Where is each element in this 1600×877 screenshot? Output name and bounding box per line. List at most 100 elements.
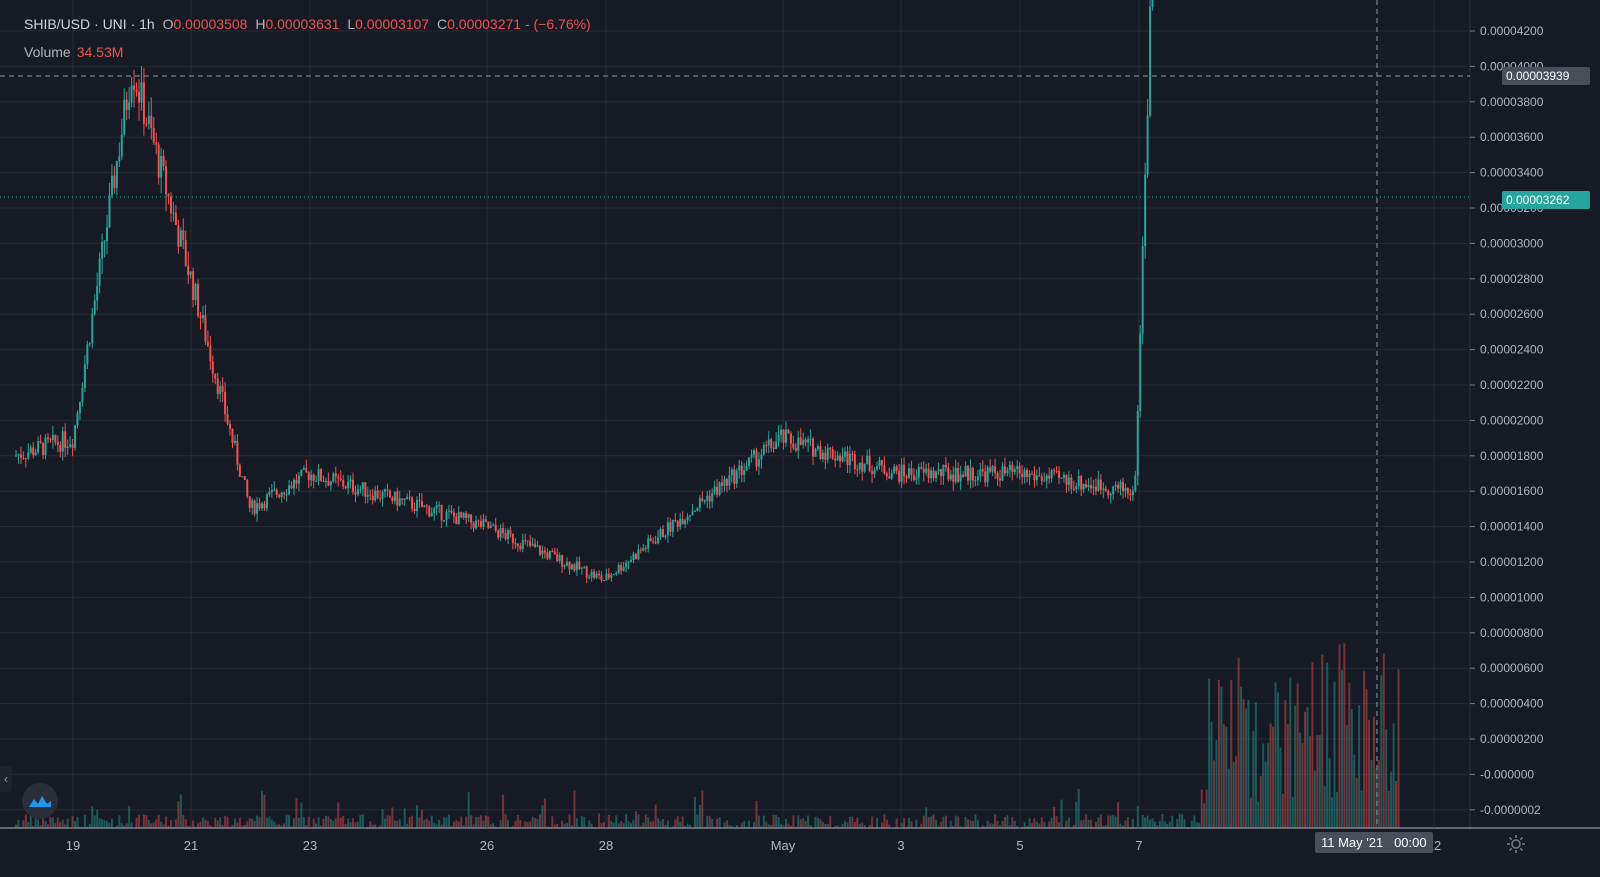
candle <box>219 381 222 403</box>
volume-bar <box>120 823 123 828</box>
volume-bar <box>369 821 372 828</box>
candle <box>101 233 104 275</box>
volume-bar <box>61 819 64 828</box>
candle <box>876 461 878 472</box>
candle <box>356 484 359 497</box>
candle <box>69 436 72 449</box>
candle <box>967 464 970 485</box>
volume-bar <box>1053 806 1056 828</box>
candle <box>106 214 109 255</box>
volume-bar <box>411 815 414 828</box>
volume-bar <box>1237 658 1240 828</box>
volume-bar <box>880 822 883 828</box>
volume-bar <box>110 818 113 828</box>
volume-bar <box>475 817 478 828</box>
candle <box>443 520 446 522</box>
volume-bar <box>652 821 655 828</box>
volume-bar <box>224 815 227 828</box>
volume-bar <box>1149 819 1152 828</box>
logo-icon[interactable] <box>22 783 58 819</box>
candle <box>406 493 409 500</box>
candle <box>841 447 844 463</box>
volume-bar <box>1171 815 1174 828</box>
volume-bar <box>612 822 615 828</box>
candle <box>135 82 138 97</box>
volume-bar <box>546 826 549 828</box>
x-tick-label: 19 <box>66 838 80 853</box>
volume-bar <box>408 816 411 828</box>
volume-bar <box>1363 671 1366 828</box>
candle <box>24 457 27 468</box>
volume-bar <box>297 817 300 828</box>
volume-bar <box>927 817 930 828</box>
volume-bar <box>949 820 952 828</box>
candle <box>1060 477 1063 479</box>
candle <box>713 480 716 496</box>
volume-bar <box>292 818 295 828</box>
candle <box>354 485 357 503</box>
gear-icon[interactable] <box>1506 834 1526 854</box>
candle <box>238 463 241 477</box>
volume-bar <box>324 815 327 828</box>
candle <box>1065 474 1068 493</box>
volume-bar <box>15 824 17 828</box>
candle <box>1141 236 1144 345</box>
y-tick-label: 0.00001000 <box>1480 590 1544 604</box>
volume-bar <box>578 826 581 828</box>
volume-bar <box>487 816 490 828</box>
symbol-title[interactable]: SHIB/USD · UNI · 1h <box>24 16 155 32</box>
y-tick-label: -0.000000 <box>1480 767 1534 781</box>
volume-bar <box>1257 801 1260 828</box>
volume-bar <box>1198 823 1201 828</box>
volume-bar <box>1350 708 1353 828</box>
candle <box>415 496 418 518</box>
volume-bar <box>418 817 421 828</box>
volume-bar <box>922 815 925 828</box>
volume-bar <box>824 823 827 828</box>
candle <box>723 475 726 492</box>
volume-bar <box>347 818 350 828</box>
candle <box>1026 467 1029 483</box>
candle <box>435 501 438 516</box>
volume-bar <box>356 821 359 828</box>
volume-bar <box>1067 817 1070 828</box>
candle <box>543 546 546 559</box>
volume-bar <box>701 790 704 828</box>
candle <box>1062 472 1065 483</box>
candle <box>575 556 578 577</box>
volume-bar <box>962 826 965 828</box>
volume-bar <box>548 827 551 828</box>
chevron-left-icon[interactable]: ‹ <box>0 766 12 792</box>
candle <box>15 450 17 457</box>
volume-bar <box>644 814 647 828</box>
candle <box>300 469 303 477</box>
candle <box>165 160 168 212</box>
volume-bar <box>812 827 815 828</box>
candle <box>514 537 517 549</box>
volume-bar <box>273 821 276 828</box>
volume-bar <box>482 820 485 828</box>
candle <box>639 547 642 554</box>
volume-bar <box>622 823 625 828</box>
volume-bar <box>1195 822 1198 828</box>
candle <box>371 488 374 505</box>
candle <box>541 545 544 560</box>
candle <box>1129 488 1132 501</box>
volume-bar <box>826 824 829 828</box>
volume-bar <box>600 823 603 828</box>
candle <box>1134 471 1137 493</box>
volume-bar <box>204 819 207 828</box>
volume-bar <box>1382 653 1385 828</box>
candle <box>209 335 212 370</box>
candle <box>270 483 273 498</box>
volume-bar <box>743 821 746 828</box>
candle <box>893 464 896 475</box>
candle <box>839 453 842 468</box>
volume-bar <box>1146 815 1149 828</box>
candle <box>743 463 746 483</box>
time-axis: 19 21 23 26 28 May 3 5 7 12 <box>66 838 1441 853</box>
volume-bar <box>275 824 278 828</box>
volume-bar <box>954 815 957 828</box>
candle <box>477 519 480 527</box>
